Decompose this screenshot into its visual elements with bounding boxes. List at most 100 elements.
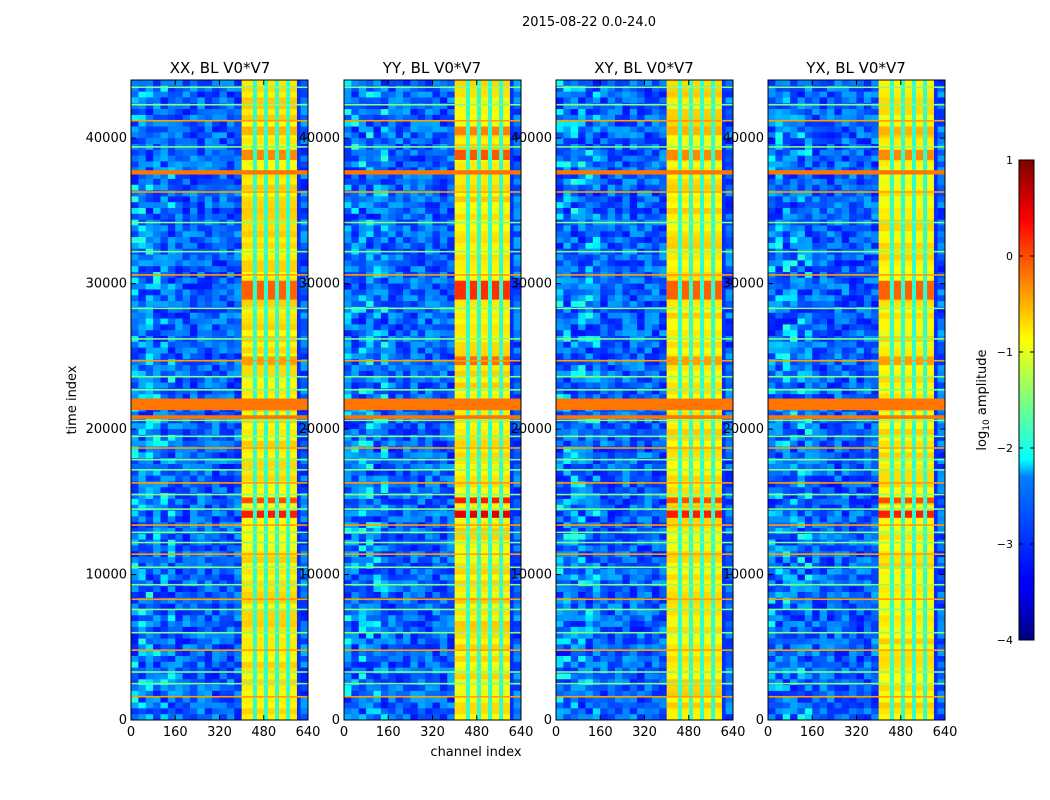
heatmap-cell [190, 592, 198, 599]
heatmap-cell [226, 85, 235, 92]
heatmap-cell [629, 231, 638, 238]
heatmap-cell [403, 580, 411, 587]
heatmap-cell [167, 574, 176, 581]
heatmap-cell [344, 312, 352, 319]
heatmap-cell [447, 667, 455, 674]
heatmap-cell [344, 138, 352, 145]
heatmap-cell [175, 667, 183, 674]
heatmap-cell [153, 254, 161, 261]
heatmap-cell [380, 464, 389, 471]
heatmap-cell [226, 661, 235, 668]
heatmap-cell [204, 184, 213, 191]
heatmap-cell [659, 365, 667, 372]
heatmap-cell [592, 458, 601, 465]
heatmap-cell [234, 359, 242, 366]
heatmap-cell [600, 330, 608, 337]
heatmap-cell [644, 109, 653, 116]
heatmap-cell [600, 260, 608, 267]
heatmap-cell [403, 644, 411, 651]
heatmap-cell [513, 202, 522, 209]
heatmap-cell [395, 365, 404, 372]
heatmap-cell [425, 318, 433, 325]
heatmap-cell [592, 155, 601, 162]
heatmap-cell [167, 266, 176, 273]
heatmap-cell [380, 202, 389, 209]
heatmap-cell [204, 138, 213, 145]
heatmap-cell [197, 667, 206, 674]
heatmap-cell [226, 533, 235, 540]
heatmap-cell [145, 429, 154, 436]
heatmap-cell [629, 91, 638, 98]
heatmap-cell [439, 301, 448, 308]
heatmap-cell [410, 289, 419, 296]
heatmap-cell [637, 289, 645, 296]
heatmap-cell [182, 301, 191, 308]
heatmap-cell [153, 394, 161, 401]
band-cell [241, 574, 297, 581]
heatmap-cell [600, 242, 608, 250]
heatmap-cell [637, 324, 645, 331]
heatmap-cell [182, 237, 191, 244]
heatmap-cell [226, 306, 235, 314]
heatmap-cell [447, 557, 455, 564]
heatmap-cell [725, 452, 734, 459]
band-cell [454, 365, 510, 372]
heatmap-cell [651, 376, 660, 383]
heatmap-cell [160, 411, 169, 418]
heatmap-cell [182, 225, 191, 232]
heatmap-cell [410, 632, 419, 639]
heatmap-cell [629, 388, 638, 395]
heatmap-cell [615, 289, 623, 296]
heatmap-cell [358, 679, 367, 686]
flagged-row [131, 649, 308, 651]
heatmap-cell [153, 202, 161, 209]
heatmap-cell [637, 184, 645, 191]
heatmap-cell [131, 190, 139, 197]
heatmap-cell [637, 277, 645, 284]
heatmap-cell [607, 458, 616, 465]
heatmap-cell [131, 394, 139, 401]
heatmap-cell [167, 394, 176, 401]
heatmap-cell [190, 469, 198, 476]
heatmap-cell [644, 295, 653, 302]
heatmap-cell [190, 394, 198, 401]
heatmap-cell [197, 493, 206, 500]
band-cell [454, 347, 510, 354]
heatmap-cell [417, 423, 426, 430]
heatmap-cell [190, 254, 198, 261]
heatmap-cell [358, 359, 367, 366]
heatmap-cell [432, 295, 441, 302]
heatmap-cell [145, 481, 154, 488]
heatmap-cell [190, 97, 198, 104]
heatmap-cell [395, 452, 404, 459]
heatmap-cell [153, 370, 161, 378]
heatmap-cell [234, 126, 242, 133]
heatmap-cell [234, 394, 242, 401]
heatmap-cell [570, 434, 579, 442]
flagged-row [344, 250, 521, 253]
heatmap-cell [204, 114, 213, 122]
heatmap-cell [644, 277, 653, 284]
heatmap-cell [432, 696, 441, 703]
heatmap-cell [622, 208, 631, 215]
figure-suptitle: 2015-08-22 0.0-24.0 [522, 15, 656, 30]
heatmap-cell [570, 411, 579, 418]
heatmap-cell [160, 615, 169, 622]
band-cell [241, 434, 297, 442]
heatmap-cell [439, 306, 448, 314]
heatmap-cell [439, 621, 448, 628]
heatmap-cell [600, 487, 608, 494]
heatmap-cell [131, 260, 139, 267]
heatmap-cell [351, 85, 360, 92]
heatmap-cell [351, 324, 360, 331]
heatmap-cell [585, 347, 594, 354]
heatmap-cell [615, 161, 623, 168]
heatmap-cell [380, 260, 389, 267]
heatmap-cell [651, 196, 660, 203]
heatmap-cell [417, 318, 426, 325]
heatmap-cell [145, 283, 154, 290]
heatmap-cell [366, 533, 374, 540]
heatmap-cell [447, 80, 455, 87]
heatmap-cell [131, 685, 139, 692]
heatmap-cell [160, 440, 169, 447]
